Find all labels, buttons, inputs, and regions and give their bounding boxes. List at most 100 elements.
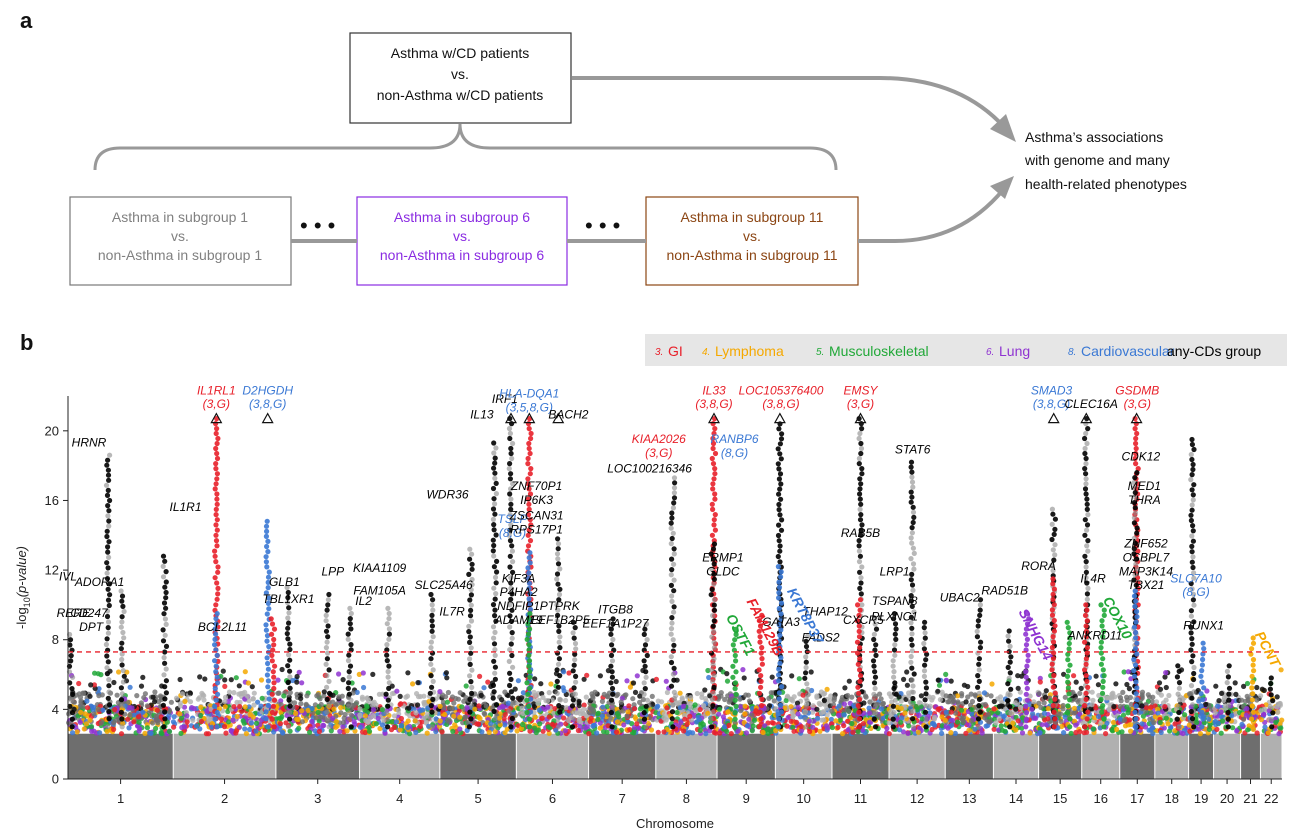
- peak-point: [163, 605, 169, 611]
- peak-point: [671, 500, 677, 506]
- snp-point: [245, 680, 251, 686]
- peak-point: [212, 626, 218, 632]
- peak-point: [527, 685, 533, 692]
- snp-point: [1258, 717, 1264, 723]
- snp-point: [394, 688, 400, 694]
- peak-point: [758, 716, 764, 722]
- snp-point: [1156, 680, 1163, 686]
- snp-point: [1274, 694, 1280, 700]
- peak-point: [105, 586, 111, 592]
- peak-point: [491, 496, 497, 502]
- peak-point: [709, 532, 716, 538]
- snp-point: [746, 716, 752, 722]
- snp-point: [338, 710, 344, 716]
- peak-point: [67, 642, 73, 648]
- peak-point: [610, 703, 616, 709]
- peak-point: [671, 689, 678, 695]
- chromosome-band-5: [440, 733, 516, 779]
- snp-point: [197, 674, 203, 680]
- peak-point: [265, 574, 272, 580]
- peak-point: [324, 673, 330, 679]
- snp-point: [1084, 729, 1090, 735]
- peak-point: [710, 709, 716, 715]
- snp-point: [590, 709, 597, 715]
- snp-point: [919, 716, 925, 722]
- snp-point: [743, 730, 750, 736]
- peak-point: [326, 690, 333, 696]
- peak-point: [668, 541, 674, 547]
- peak-point: [119, 651, 125, 657]
- snp-point: [158, 714, 164, 720]
- peak-point: [106, 523, 112, 529]
- peak-point: [385, 674, 391, 680]
- peak-point: [557, 709, 563, 715]
- snp-point: [563, 705, 570, 711]
- snp-point: [949, 717, 956, 723]
- peak-point: [491, 522, 497, 528]
- peak-point: [104, 576, 111, 582]
- peak-point: [527, 611, 533, 617]
- peak-point: [212, 658, 218, 664]
- peak-point: [119, 716, 125, 722]
- snp-point: [849, 694, 855, 700]
- snp-point: [937, 697, 944, 703]
- peak-point: [263, 716, 269, 722]
- snp-point: [253, 720, 260, 727]
- snp-point: [751, 717, 758, 723]
- snp-point: [1155, 706, 1161, 712]
- snp-point: [948, 709, 954, 715]
- snp-point: [1043, 722, 1049, 728]
- peak-point: [271, 724, 277, 730]
- peak-point: [610, 621, 616, 627]
- peak-point: [118, 646, 124, 652]
- peak-point: [106, 508, 112, 514]
- snp-point: [905, 730, 911, 737]
- peak-point: [609, 669, 615, 675]
- snp-point: [968, 702, 974, 708]
- snp-point: [561, 669, 567, 675]
- snp-point: [945, 725, 951, 731]
- snp-point: [236, 683, 242, 689]
- peak-point: [759, 612, 765, 619]
- peak-point: [509, 635, 515, 641]
- snp-point: [1180, 730, 1186, 737]
- peak-point: [509, 652, 515, 659]
- peak-point: [264, 543, 270, 550]
- peak-point: [643, 674, 649, 680]
- snp-point: [939, 730, 945, 737]
- peak-point: [525, 543, 532, 549]
- peak-point: [104, 560, 110, 566]
- snp-point: [993, 720, 999, 726]
- snp-point: [788, 696, 794, 702]
- peak-point: [524, 680, 530, 686]
- snp-point: [413, 710, 419, 716]
- peak-point: [385, 716, 391, 722]
- snp-point: [1218, 730, 1224, 736]
- snp-point: [444, 699, 450, 705]
- peak-point: [506, 708, 512, 715]
- peak-point: [507, 647, 513, 653]
- snp-point: [426, 698, 432, 705]
- snp-point: [87, 693, 93, 699]
- peak-point: [104, 528, 110, 534]
- snp-point: [532, 714, 538, 720]
- snp-point: [279, 666, 285, 673]
- snp-point: [1148, 704, 1154, 710]
- snp-point: [562, 728, 568, 734]
- snp-point: [449, 694, 456, 700]
- snp-point: [74, 729, 80, 735]
- peak-point: [642, 626, 648, 632]
- snp-point: [583, 694, 589, 700]
- snp-point: [1093, 705, 1099, 711]
- peak-point: [758, 678, 764, 685]
- snp-point: [251, 702, 257, 708]
- snp-point: [750, 723, 756, 729]
- snp-point: [512, 686, 518, 692]
- peak-point: [733, 631, 739, 638]
- snp-point: [1206, 726, 1212, 733]
- peak-point: [213, 511, 219, 518]
- snp-point: [1167, 728, 1173, 734]
- snp-point: [104, 728, 110, 735]
- snp-point: [1103, 731, 1109, 737]
- peak-point: [759, 656, 765, 662]
